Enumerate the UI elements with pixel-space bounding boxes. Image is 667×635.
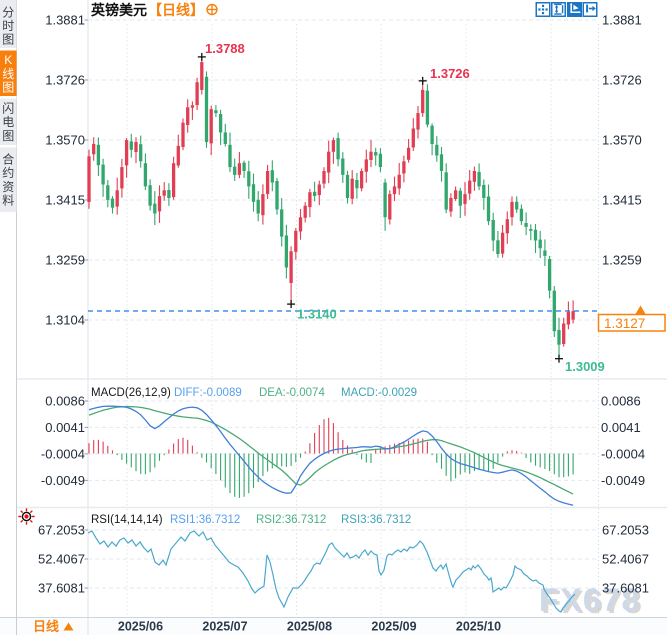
svg-text:1.3009: 1.3009 bbox=[565, 359, 605, 374]
svg-text:合: 合 bbox=[2, 152, 14, 167]
svg-text:料: 料 bbox=[2, 193, 14, 207]
svg-text:RSI1:36.7312: RSI1:36.7312 bbox=[170, 514, 240, 526]
svg-text:1.3259: 1.3259 bbox=[602, 253, 642, 268]
svg-text:1.3140: 1.3140 bbox=[297, 307, 337, 322]
svg-text:1.3570: 1.3570 bbox=[45, 133, 85, 148]
svg-text:分: 分 bbox=[2, 5, 14, 19]
svg-text:资: 资 bbox=[2, 180, 14, 194]
svg-text:图: 图 bbox=[2, 129, 14, 143]
svg-text:DEA:-0.0074: DEA:-0.0074 bbox=[259, 387, 325, 399]
svg-text:RSI(14,14,14): RSI(14,14,14) bbox=[91, 514, 163, 526]
svg-text:2025/06: 2025/06 bbox=[118, 620, 163, 634]
svg-text:图: 图 bbox=[2, 80, 14, 94]
svg-text:1.3788: 1.3788 bbox=[205, 41, 245, 56]
svg-text:-0.0004: -0.0004 bbox=[41, 446, 85, 461]
svg-text:2025/09: 2025/09 bbox=[371, 620, 416, 634]
svg-text:时: 时 bbox=[2, 19, 14, 33]
svg-text:约: 约 bbox=[2, 165, 14, 180]
svg-text:52.4067: 52.4067 bbox=[602, 552, 649, 567]
svg-text:1.3726: 1.3726 bbox=[430, 66, 470, 81]
svg-text:闪: 闪 bbox=[2, 102, 14, 116]
svg-text:52.4067: 52.4067 bbox=[38, 552, 85, 567]
svg-text:FX678: FX678 bbox=[539, 582, 641, 618]
svg-text:MACD(26,12,9): MACD(26,12,9) bbox=[91, 387, 171, 399]
svg-text:-0.0049: -0.0049 bbox=[601, 473, 645, 488]
svg-text:2025/10: 2025/10 bbox=[456, 620, 501, 634]
svg-text:2025/08: 2025/08 bbox=[287, 620, 332, 634]
svg-text:0.0041: 0.0041 bbox=[45, 420, 85, 435]
svg-text:1.3259: 1.3259 bbox=[45, 253, 85, 268]
svg-text:DIFF:-0.0089: DIFF:-0.0089 bbox=[174, 387, 242, 399]
svg-text:RSI2:36.7312: RSI2:36.7312 bbox=[256, 514, 326, 526]
svg-text:67.2053: 67.2053 bbox=[38, 523, 85, 538]
svg-text:【日线】: 【日线】 bbox=[148, 2, 204, 18]
svg-text:RSI3:36.7312: RSI3:36.7312 bbox=[341, 514, 411, 526]
svg-text:MACD:-0.0029: MACD:-0.0029 bbox=[341, 387, 417, 399]
svg-text:1.3570: 1.3570 bbox=[602, 133, 642, 148]
svg-text:日线: 日线 bbox=[33, 619, 59, 634]
svg-text:英镑美元: 英镑美元 bbox=[90, 2, 147, 18]
svg-text:37.6081: 37.6081 bbox=[602, 581, 649, 596]
svg-text:线: 线 bbox=[2, 67, 14, 81]
svg-text:1.3726: 1.3726 bbox=[45, 73, 85, 88]
svg-text:1.3726: 1.3726 bbox=[602, 73, 642, 88]
svg-text:2025/07: 2025/07 bbox=[202, 620, 247, 634]
svg-text:图: 图 bbox=[2, 33, 14, 47]
svg-text:1.3415: 1.3415 bbox=[602, 193, 642, 208]
svg-text:0.0086: 0.0086 bbox=[601, 394, 641, 409]
svg-text:1.3881: 1.3881 bbox=[602, 13, 642, 28]
svg-text:-0.0004: -0.0004 bbox=[601, 446, 645, 461]
svg-text:K: K bbox=[4, 53, 12, 67]
svg-text:1.3881: 1.3881 bbox=[45, 13, 85, 28]
svg-text:1.3127: 1.3127 bbox=[604, 316, 645, 331]
svg-text:67.2053: 67.2053 bbox=[602, 523, 649, 538]
svg-text:-0.0049: -0.0049 bbox=[41, 473, 85, 488]
svg-text:0.0041: 0.0041 bbox=[601, 420, 641, 435]
svg-text:FX678: FX678 bbox=[542, 584, 644, 620]
svg-text:1.3415: 1.3415 bbox=[45, 193, 85, 208]
svg-text:1.3104: 1.3104 bbox=[45, 313, 85, 328]
svg-text:37.6081: 37.6081 bbox=[38, 581, 85, 596]
svg-text:0.0086: 0.0086 bbox=[45, 394, 85, 409]
svg-text:电: 电 bbox=[2, 115, 14, 129]
